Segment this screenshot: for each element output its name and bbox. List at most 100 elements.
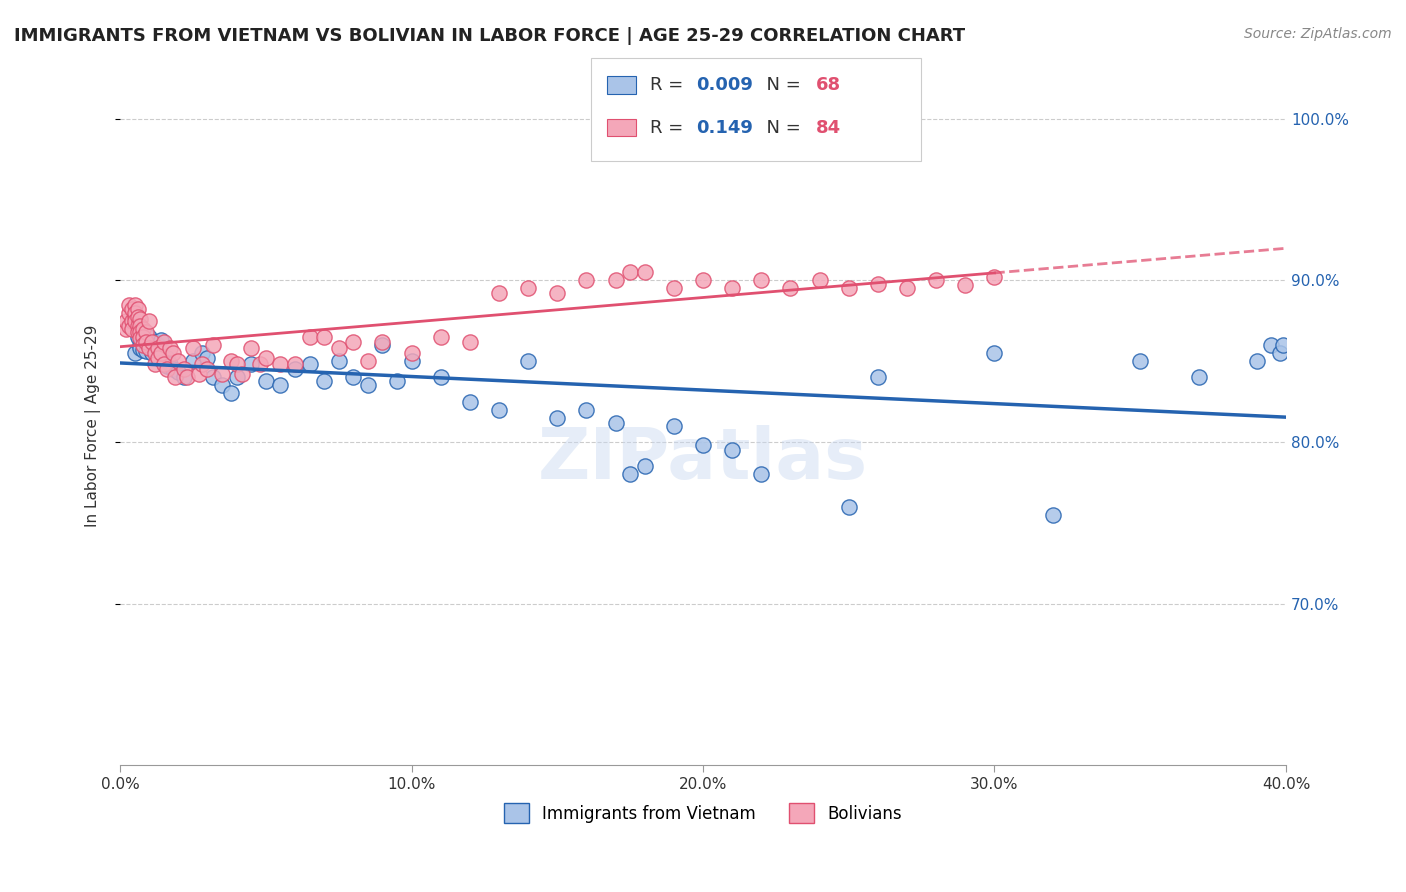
- Point: [838, 500, 860, 514]
- Point: [135, 334, 157, 349]
- Point: [127, 310, 149, 325]
- Point: [127, 330, 149, 344]
- Point: [488, 286, 510, 301]
- Point: [721, 281, 744, 295]
- Point: [269, 357, 291, 371]
- Point: [269, 378, 291, 392]
- Point: [925, 273, 948, 287]
- Point: [225, 357, 247, 371]
- Text: 84: 84: [815, 119, 841, 136]
- Point: [197, 351, 219, 365]
- Point: [118, 297, 141, 311]
- Point: [146, 338, 169, 352]
- Point: [458, 394, 481, 409]
- Point: [254, 351, 277, 365]
- Point: [371, 334, 394, 349]
- Point: [124, 322, 146, 336]
- Point: [371, 338, 394, 352]
- Point: [202, 338, 225, 352]
- Point: [135, 325, 157, 339]
- Point: [146, 341, 169, 355]
- Point: [298, 330, 321, 344]
- Point: [129, 325, 152, 339]
- Point: [634, 265, 657, 279]
- Point: [284, 362, 307, 376]
- Point: [342, 370, 364, 384]
- Point: [1129, 354, 1152, 368]
- Point: [231, 367, 253, 381]
- Text: Source: ZipAtlas.com: Source: ZipAtlas.com: [1244, 27, 1392, 41]
- Point: [146, 351, 169, 365]
- Point: [118, 305, 141, 319]
- Point: [167, 354, 190, 368]
- Text: R =: R =: [650, 76, 689, 94]
- Point: [1272, 338, 1295, 352]
- Point: [240, 357, 263, 371]
- Point: [173, 370, 195, 384]
- Point: [634, 459, 657, 474]
- Point: [866, 370, 889, 384]
- Point: [1268, 346, 1291, 360]
- Point: [143, 334, 166, 349]
- Point: [149, 346, 172, 360]
- Point: [1246, 354, 1268, 368]
- Point: [181, 354, 204, 368]
- Point: [357, 378, 380, 392]
- Text: 0.009: 0.009: [696, 76, 752, 94]
- Point: [328, 341, 350, 355]
- Point: [1187, 370, 1209, 384]
- Point: [127, 302, 149, 317]
- Point: [127, 325, 149, 339]
- Point: [124, 314, 146, 328]
- Point: [165, 370, 187, 384]
- Point: [141, 346, 163, 360]
- Point: [135, 334, 157, 349]
- Point: [152, 354, 174, 368]
- Point: [118, 318, 141, 333]
- Point: [156, 362, 179, 376]
- Point: [298, 357, 321, 371]
- Point: [385, 374, 408, 388]
- Point: [143, 343, 166, 357]
- Text: ZIPatlas: ZIPatlas: [538, 425, 868, 494]
- Point: [124, 305, 146, 319]
- Point: [138, 314, 160, 328]
- Text: IMMIGRANTS FROM VIETNAM VS BOLIVIAN IN LABOR FORCE | AGE 25-29 CORRELATION CHART: IMMIGRANTS FROM VIETNAM VS BOLIVIAN IN L…: [14, 27, 965, 45]
- Point: [605, 416, 627, 430]
- Point: [211, 378, 233, 392]
- Point: [429, 370, 451, 384]
- Point: [190, 346, 212, 360]
- Point: [779, 281, 801, 295]
- Text: 68: 68: [815, 76, 841, 94]
- Point: [1042, 508, 1064, 522]
- Point: [517, 281, 540, 295]
- Point: [135, 344, 157, 359]
- Point: [149, 333, 172, 347]
- Point: [749, 467, 772, 482]
- Point: [167, 366, 190, 380]
- Point: [152, 334, 174, 349]
- Point: [127, 318, 149, 333]
- Point: [838, 281, 860, 295]
- Point: [240, 341, 263, 355]
- Point: [328, 354, 350, 368]
- Point: [152, 357, 174, 371]
- Point: [190, 357, 212, 371]
- Point: [162, 346, 184, 360]
- Text: N =: N =: [755, 119, 807, 136]
- Point: [141, 334, 163, 349]
- Point: [152, 357, 174, 371]
- Point: [132, 322, 155, 336]
- Point: [284, 357, 307, 371]
- Point: [141, 341, 163, 355]
- Point: [619, 265, 641, 279]
- Point: [156, 359, 179, 373]
- Point: [662, 418, 685, 433]
- Point: [115, 314, 138, 328]
- Point: [721, 443, 744, 458]
- Point: [143, 357, 166, 371]
- Point: [187, 367, 209, 381]
- Point: [132, 333, 155, 347]
- Point: [129, 318, 152, 333]
- Point: [619, 467, 641, 482]
